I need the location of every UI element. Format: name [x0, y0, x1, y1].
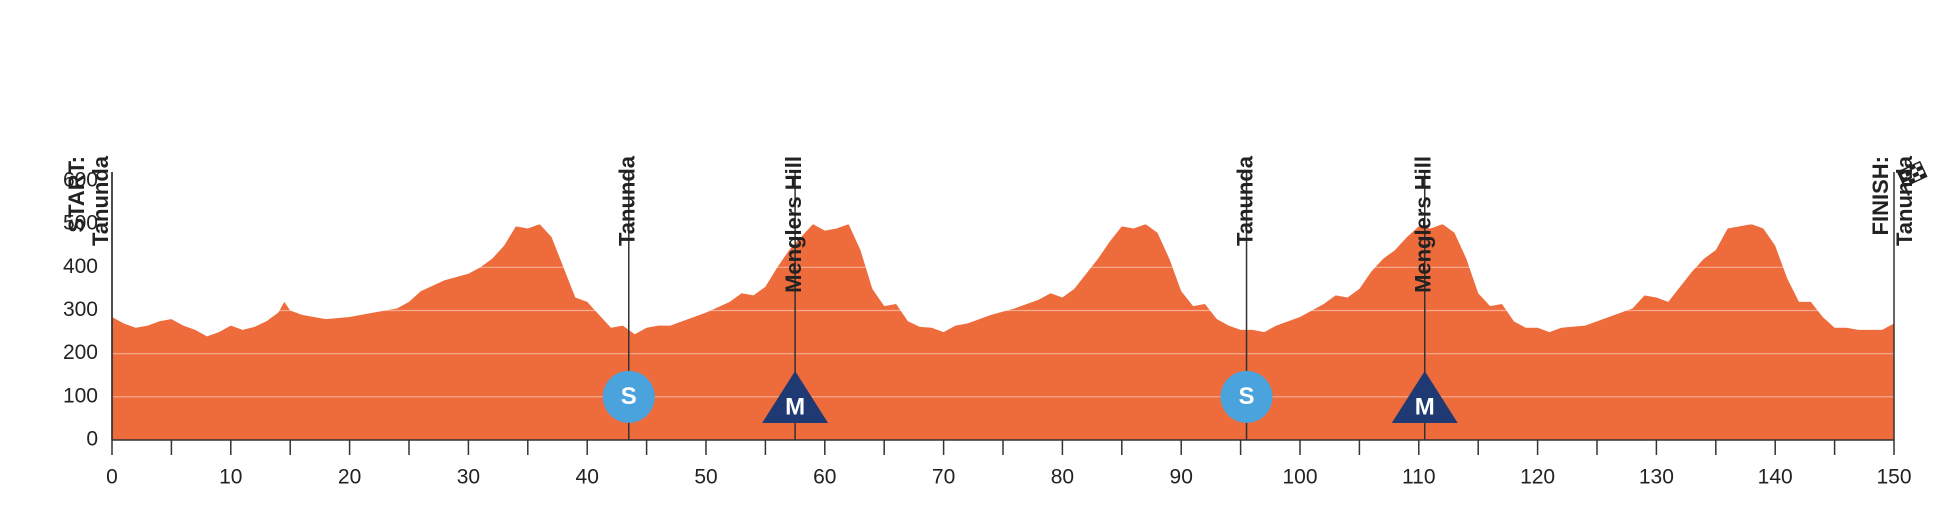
- marker-label: Tanunda: [615, 155, 640, 246]
- marker-icon: S: [602, 370, 655, 423]
- x-tick-label: 70: [932, 466, 955, 489]
- x-tick-label: 140: [1758, 466, 1793, 489]
- marker-label: Tanunda: [1232, 155, 1257, 246]
- sprint-icon: [1220, 370, 1273, 423]
- x-tick-label: 30: [457, 466, 480, 489]
- marker-label: Menglers Hill: [1411, 156, 1436, 293]
- marker-label: Tanunda: [1892, 155, 1917, 246]
- x-tick-label: 150: [1876, 466, 1911, 489]
- x-tick-label: 110: [1402, 466, 1435, 489]
- y-tick-label: 400: [63, 255, 98, 278]
- icon-letter: S: [1239, 383, 1255, 410]
- mountain-icon: [1391, 371, 1458, 423]
- marker-icon: S: [1220, 370, 1273, 423]
- y-tick-label: 300: [63, 298, 98, 321]
- x-tick-label: 80: [1051, 466, 1074, 489]
- y-tick-label: 100: [63, 384, 98, 407]
- marker-icon: M: [1391, 371, 1458, 423]
- finish-flag: [1897, 160, 1928, 196]
- x-tick-label: 90: [1170, 466, 1193, 489]
- x-tick-label: 20: [338, 466, 361, 489]
- y-tick-label: 500: [63, 212, 98, 235]
- icon-letter: M: [1415, 393, 1435, 420]
- x-tick-label: 0: [106, 466, 118, 489]
- icon-letter: M: [785, 393, 805, 420]
- x-tick-label: 40: [576, 466, 599, 489]
- marker-label: Tanunda: [88, 155, 113, 246]
- mountain-icon: [762, 371, 829, 423]
- x-tick-label: 120: [1520, 466, 1555, 489]
- y-tick-label: 600: [63, 169, 98, 192]
- marker-label: FINISH:: [1868, 156, 1893, 235]
- y-tick-label: 0: [86, 428, 98, 451]
- x-tick-label: 50: [694, 466, 717, 489]
- x-tick-label: 100: [1282, 466, 1317, 489]
- x-tick-label: 60: [813, 466, 836, 489]
- marker-label: Menglers Hill: [781, 156, 806, 293]
- y-tick-label: 200: [63, 341, 98, 364]
- x-tick-label: 130: [1639, 466, 1674, 489]
- sprint-icon: [602, 370, 655, 423]
- elevation-area: [112, 224, 1894, 440]
- icon-letter: S: [621, 383, 637, 410]
- marker-label: START:: [64, 156, 89, 233]
- marker-icon: M: [762, 371, 829, 423]
- x-tick-label: 10: [219, 466, 242, 489]
